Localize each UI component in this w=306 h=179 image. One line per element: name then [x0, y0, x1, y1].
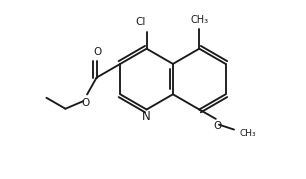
Text: O: O — [81, 98, 89, 108]
Text: Cl: Cl — [136, 17, 146, 27]
Text: CH₃: CH₃ — [240, 129, 256, 138]
Text: O: O — [93, 47, 101, 57]
Text: O: O — [214, 121, 222, 131]
Text: CH₃: CH₃ — [190, 15, 208, 25]
Text: N: N — [142, 110, 151, 123]
